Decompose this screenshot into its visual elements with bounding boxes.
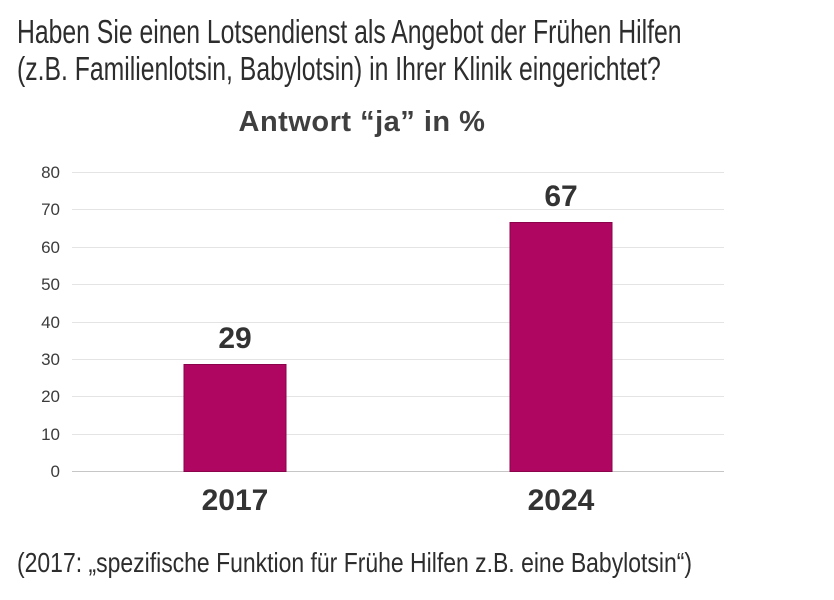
y-tick-label: 20	[41, 387, 60, 407]
x-axis-labels: 2017 2024	[72, 484, 724, 518]
bar-2024	[509, 221, 613, 472]
gridline	[72, 172, 724, 173]
y-tick-label: 60	[41, 237, 60, 257]
gridline	[72, 209, 724, 211]
bar-column-2017: 29	[72, 173, 398, 472]
y-tick-label: 80	[41, 163, 60, 182]
bar-2017	[183, 363, 287, 472]
question-title-line1: Haben Sie einen Lotsendienst als Angebot…	[17, 13, 682, 50]
value-label-2024: 67	[544, 179, 578, 213]
footnote: (2017: „spezifische Funktion für Frühe H…	[17, 547, 693, 578]
bar-column-2024: 67	[398, 173, 724, 472]
gridline	[72, 321, 724, 323]
chart-title: Antwort “ja” in %	[238, 106, 486, 138]
bar-chart: 0 10 20 30 40 50 60 70 80 29 67	[0, 163, 724, 481]
y-axis: 0 10 20 30 40 50 60 70 80	[0, 163, 60, 481]
y-tick-label: 40	[41, 312, 60, 332]
x-axis-line	[72, 471, 724, 472]
gridline	[72, 433, 724, 435]
plot-area: 29 67	[72, 172, 724, 472]
question-title-line2: (z.B. Familienlotsin, Babylotsin) in Ihr…	[17, 50, 661, 87]
category-label-2024: 2024	[527, 484, 595, 517]
columns: 29 67	[72, 173, 724, 472]
gridline	[72, 246, 724, 248]
value-label-2017: 29	[218, 321, 252, 355]
y-tick-label: 50	[41, 275, 60, 295]
gridline	[72, 396, 724, 398]
y-tick-label: 30	[41, 349, 60, 369]
y-tick-label: 0	[50, 462, 60, 481]
category-label-2017: 2017	[201, 484, 269, 517]
y-tick-label: 70	[41, 200, 60, 220]
gridline	[72, 358, 724, 360]
question-title: Haben Sie einen Lotsendienst als Angebot…	[17, 13, 834, 87]
y-tick-label: 10	[41, 424, 60, 444]
gridline	[72, 284, 724, 286]
